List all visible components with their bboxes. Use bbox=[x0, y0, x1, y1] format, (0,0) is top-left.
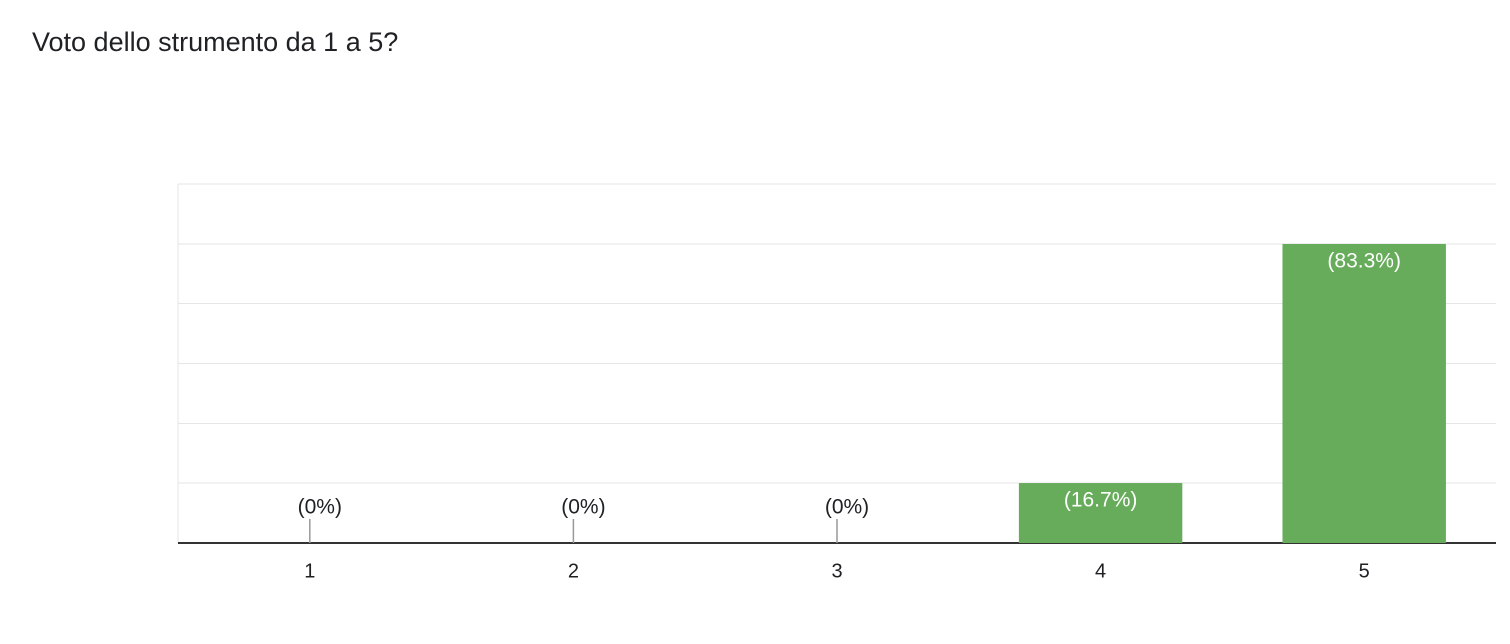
x-tick-label: 4 bbox=[1095, 560, 1106, 582]
chart-title: Voto dello strumento da 1 a 5? bbox=[32, 27, 398, 57]
x-tick-label: 5 bbox=[1359, 560, 1370, 582]
value-label: (0%) bbox=[825, 496, 869, 519]
x-tick-label: 1 bbox=[304, 560, 315, 582]
bar bbox=[1282, 243, 1446, 543]
x-tick-label: 3 bbox=[831, 560, 842, 582]
x-tick-label: 2 bbox=[568, 560, 579, 582]
value-label: (0%) bbox=[298, 496, 342, 519]
value-label: (16.7%) bbox=[1064, 489, 1138, 512]
value-label: (83.3%) bbox=[1327, 249, 1401, 272]
value-label: (0%) bbox=[561, 496, 605, 519]
bar bbox=[1018, 483, 1183, 543]
